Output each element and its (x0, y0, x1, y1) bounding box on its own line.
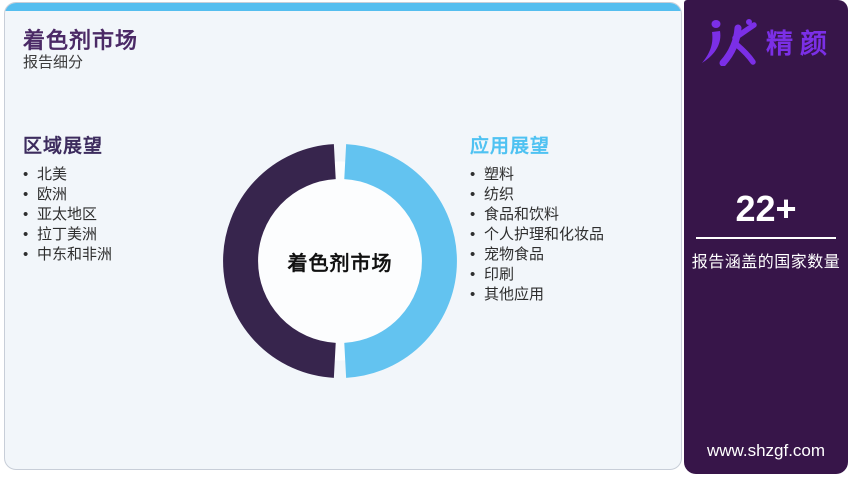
page-title: 着色剂市场 (23, 28, 139, 53)
donut-hole (240, 161, 440, 361)
list-item: 个人护理和化妆品 (470, 227, 680, 242)
donut-segment-regional (223, 144, 337, 378)
list-item: 中东和非洲 (23, 247, 233, 262)
stat-divider (696, 237, 836, 239)
brand-logo-text: 精颜 (766, 28, 834, 59)
list-item: 印刷 (470, 267, 680, 282)
accent-top-strip (5, 3, 681, 11)
website-link[interactable]: www.shzgf.com (706, 441, 826, 460)
main-card: 着色剂市场 报告细分 区域展望 北美欧洲亚太地区拉丁美洲中东和非洲 应用展望 塑… (4, 2, 682, 470)
list-item: 其他应用 (470, 287, 680, 302)
list-item: 塑料 (470, 167, 680, 182)
page-subtitle: 报告细分 (23, 54, 84, 71)
application-outlook-section: 应用展望 塑料纺织食品和饮料个人护理和化妆品宠物食品印刷其他应用 (470, 131, 680, 307)
list-item: 宠物食品 (470, 247, 680, 262)
regional-outlook-heading: 区域展望 (23, 136, 104, 157)
stat-value: 22+ (735, 188, 797, 229)
donut-chart-svg (223, 144, 457, 378)
regional-outlook-section: 区域展望 北美欧洲亚太地区拉丁美洲中东和非洲 (23, 131, 233, 267)
donut-chart: 着色剂市场 (223, 144, 457, 378)
brand-logo[interactable]: 精颜 (684, 16, 848, 66)
brand-logo-icon (702, 19, 757, 66)
sidebar: 精颜 22+ 报告涵盖的国家数量 www.shzgf.com (684, 0, 848, 474)
donut-center-label: 着色剂市场 (287, 252, 393, 275)
list-item: 亚太地区 (23, 207, 233, 222)
list-item: 拉丁美洲 (23, 227, 233, 242)
countries-stat: 22+ 报告涵盖的国家数量 (684, 190, 848, 272)
list-item: 北美 (23, 167, 233, 182)
list-item: 纺织 (470, 187, 680, 202)
stat-label: 报告涵盖的国家数量 (691, 254, 841, 271)
list-item: 欧洲 (23, 187, 233, 202)
regional-outlook-list: 北美欧洲亚太地区拉丁美洲中东和非洲 (23, 167, 233, 262)
list-item: 食品和饮料 (470, 207, 680, 222)
application-outlook-heading: 应用展望 (470, 136, 551, 157)
donut-segment-application (343, 144, 457, 378)
application-outlook-list: 塑料纺织食品和饮料个人护理和化妆品宠物食品印刷其他应用 (470, 167, 680, 302)
